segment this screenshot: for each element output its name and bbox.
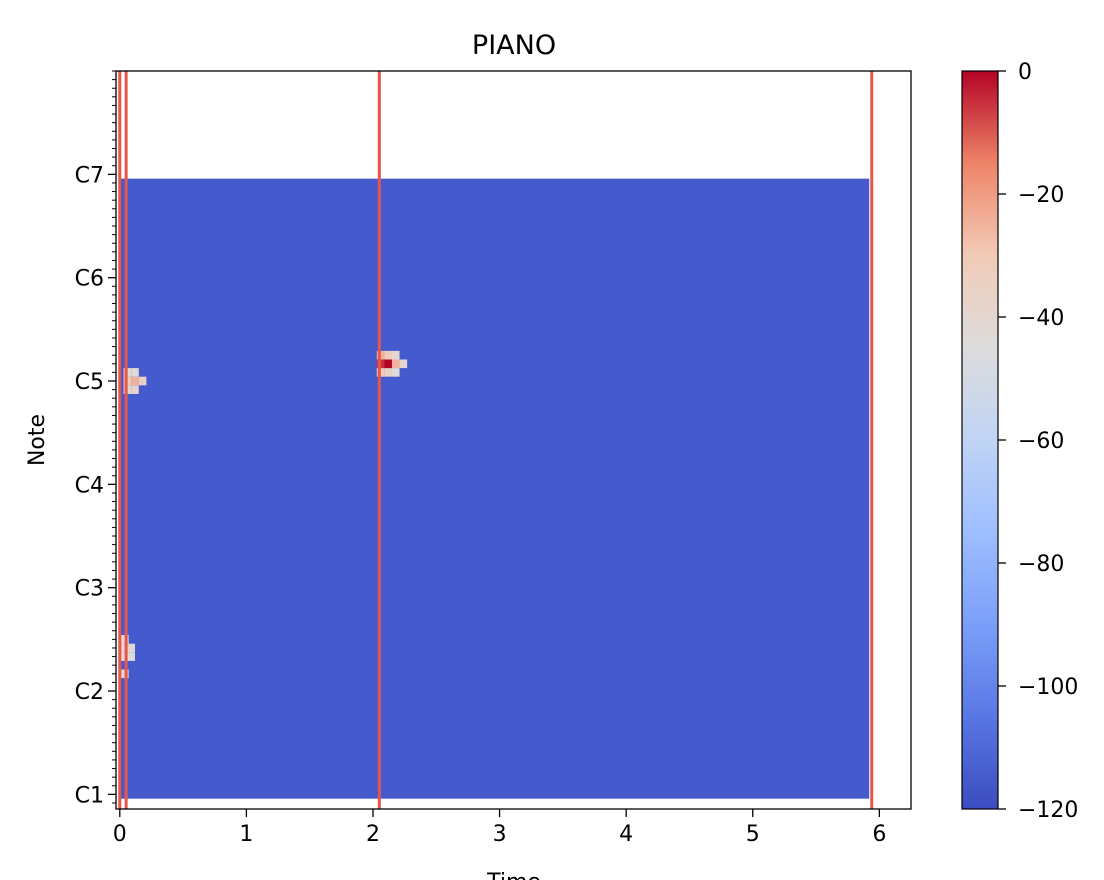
note-cell [391, 350, 400, 360]
plot-frame [115, 70, 912, 810]
colorbar-tick-label: −80 [1018, 552, 1064, 577]
y-axis-label: Note [25, 414, 50, 466]
y-tick-label: C4 [75, 473, 104, 498]
colorbar: 0 −20 −40 −60 −80 −100 −120 [961, 60, 1078, 823]
note-cell [384, 359, 392, 369]
y-axis: C1 C2 C3 C4 C5 C6 C7 [75, 70, 116, 808]
chart-title: PIANO [472, 30, 556, 61]
colorbar-tick-label: −20 [1018, 183, 1064, 208]
x-tick-label: 0 [113, 822, 127, 847]
note-cell [391, 359, 400, 369]
y-tick-label: C5 [75, 370, 104, 395]
note-cell [384, 368, 392, 377]
x-tick-label: 6 [872, 822, 886, 847]
note-cell [138, 376, 147, 386]
colorbar-tick-label: −40 [1018, 306, 1064, 331]
x-tick-label: 2 [366, 822, 380, 847]
y-tick-label: C2 [75, 680, 104, 705]
note-cell [131, 368, 139, 377]
y-tick-label: C7 [75, 163, 104, 188]
x-tick-label: 3 [493, 822, 507, 847]
note-cell [391, 368, 400, 377]
note-cell [399, 359, 408, 369]
colorbar-gradient [961, 70, 999, 810]
colorbar-tick-label: −60 [1018, 429, 1064, 454]
x-tick-label: 1 [239, 822, 253, 847]
x-tick-label: 5 [746, 822, 760, 847]
note-cell [131, 385, 139, 394]
x-tick-label: 4 [619, 822, 633, 847]
x-axis: 0 1 2 3 4 5 6 [113, 809, 886, 847]
note-cell [384, 350, 392, 360]
note-cell [127, 643, 135, 653]
background-block [119, 178, 870, 799]
colorbar-tick-label: −100 [1018, 675, 1078, 700]
note-cell [131, 376, 139, 386]
colorbar-ticks: 0 −20 −40 −60 −80 −100 −120 [998, 60, 1078, 823]
y-tick-label: C6 [75, 267, 104, 292]
y-tick-label: C3 [75, 577, 104, 602]
y-tick-label: C1 [75, 783, 104, 808]
plot-area [118, 71, 874, 809]
colorbar-tick-label: −120 [1018, 798, 1078, 823]
colorbar-tick-label: 0 [1018, 60, 1032, 85]
note-cell [127, 652, 135, 661]
x-axis-label: Time [486, 870, 541, 880]
onset-lines [118, 71, 874, 809]
